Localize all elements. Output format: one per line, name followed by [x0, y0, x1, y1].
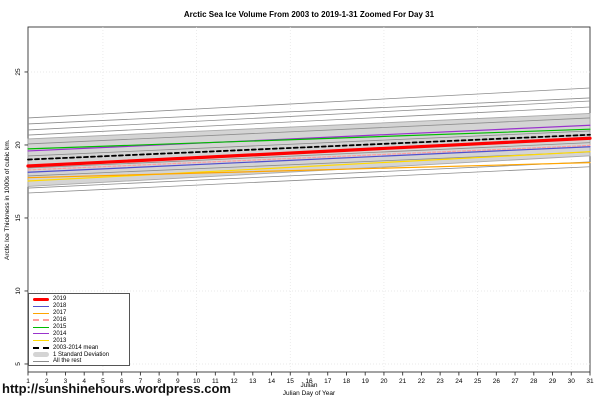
series-rest-line — [27, 117, 591, 145]
series-rest-line — [27, 166, 591, 194]
series-2016 — [27, 144, 591, 171]
chart-title: Arctic Sea Ice Volume From 2003 to 2019-… — [183, 10, 435, 19]
x-tick-label: 21 — [399, 378, 407, 385]
y-tick-label: 10 — [15, 287, 22, 295]
series-rest-line — [27, 130, 591, 157]
y-axis-label: Arctic Ice Thickness in 1000s of cubic k… — [4, 139, 11, 260]
x-tick-label: 16 — [305, 378, 313, 385]
x-tick-label: 12 — [230, 378, 238, 385]
series-2003-2014-mean — [27, 133, 591, 161]
legend-item: 2003-2014 mean — [33, 344, 129, 351]
legend-swatch-1-standard-deviation — [33, 352, 49, 358]
x-tick-label: 22 — [418, 378, 426, 385]
x-tick-label: 23 — [437, 378, 445, 385]
legend-item: 2017 — [33, 310, 129, 317]
x-tick-label: 27 — [511, 378, 519, 385]
y-tick-label: 20 — [15, 141, 22, 149]
legend-item: 2014 — [33, 330, 129, 337]
series-rest-line — [27, 100, 591, 131]
x-tick-label: 13 — [249, 378, 257, 385]
legend-swatch-all-the-rest — [33, 360, 49, 362]
x-tick-label: 8 — [157, 378, 161, 385]
x-tick-label: 17 — [324, 378, 332, 385]
legend-swatch-2015 — [33, 326, 49, 328]
series-2014 — [27, 124, 591, 152]
series-rest-line — [27, 151, 591, 177]
x-tick-label: 9 — [176, 378, 180, 385]
x-tick-label: 29 — [549, 378, 557, 385]
legend-label: 1 Standard Deviation — [53, 351, 110, 358]
x-tick-label: 3 — [64, 378, 68, 385]
x-tick-label: 15 — [287, 378, 295, 385]
x-tick-label: 18 — [343, 378, 351, 385]
series-rest-line — [27, 97, 591, 125]
series-2013 — [27, 151, 591, 182]
legend: 2019 2018 2017 2016 2015 2014 2013 2003-2014 me… — [28, 293, 130, 366]
legend-item: 1 Standard Deviation — [33, 351, 129, 358]
legend-label: 2014 — [53, 330, 67, 337]
legend-label: 2018 — [53, 303, 67, 310]
legend-label: 2015 — [53, 324, 67, 330]
y-tick-label: 15 — [15, 214, 22, 222]
x-tick-label: 19 — [362, 378, 370, 385]
y-tick-label: 25 — [15, 68, 22, 76]
x-tick-label: 1 — [26, 378, 30, 385]
series-2015 — [27, 128, 591, 150]
legend-label: 2019 — [53, 296, 67, 303]
x-tick-label: 6 — [120, 378, 124, 385]
legend-swatch-2018 — [33, 305, 49, 307]
series-rest-line — [27, 142, 591, 169]
legend-swatch-2016 — [33, 319, 49, 322]
x-tick-label: 26 — [493, 378, 501, 385]
series-rest-line — [27, 106, 591, 136]
series-2017 — [27, 162, 591, 179]
legend-label: 2017 — [53, 310, 67, 317]
series-rest-line — [27, 87, 591, 119]
x-tick-label: 20 — [380, 378, 388, 385]
series-2019 — [26, 136, 592, 168]
x-tick-label: 4 — [82, 378, 86, 385]
x-tick-label: 5 — [101, 378, 105, 385]
x-axis-label: Julian — [300, 382, 318, 389]
legend-swatch-2017 — [33, 312, 49, 314]
series-rest-line — [27, 161, 591, 189]
x-tick-label: 24 — [455, 378, 463, 385]
legend-item: 2013 — [33, 337, 129, 344]
x-axis-sublabel: Julian Day of Year — [282, 390, 336, 397]
x-tick-label: 2 — [45, 378, 49, 385]
x-tick-label: 31 — [586, 378, 594, 385]
y-tick-label: 5 — [15, 362, 22, 366]
series-2018 — [27, 146, 591, 173]
x-tick-label: 28 — [530, 378, 538, 385]
legend-item: 2015 — [33, 324, 129, 331]
legend-swatch-2003-2014-mean — [33, 346, 49, 349]
legend-label: 2016 — [53, 317, 67, 324]
x-tick-label: 10 — [193, 378, 201, 385]
x-tick-label: 30 — [568, 378, 576, 385]
x-tick-label: 25 — [474, 378, 482, 385]
url-caption: http://sunshinehours.wordpress.com — [2, 381, 231, 396]
legend-item: 2016 — [33, 317, 129, 324]
legend-item: All the rest — [33, 358, 129, 365]
legend-item: 2018 — [33, 303, 129, 310]
legend-label: 2013 — [53, 337, 67, 344]
x-tick-label: 11 — [212, 378, 219, 385]
x-tick-label: 14 — [268, 378, 276, 385]
legend-swatch-2019 — [33, 297, 49, 301]
legend-swatch-2013 — [33, 340, 49, 342]
legend-label: All the rest — [53, 358, 82, 365]
legend-item: 2019 — [33, 296, 129, 303]
legend-swatch-2014 — [33, 333, 49, 335]
legend-label: 2003-2014 mean — [53, 344, 99, 351]
x-tick-label: 7 — [139, 378, 143, 385]
